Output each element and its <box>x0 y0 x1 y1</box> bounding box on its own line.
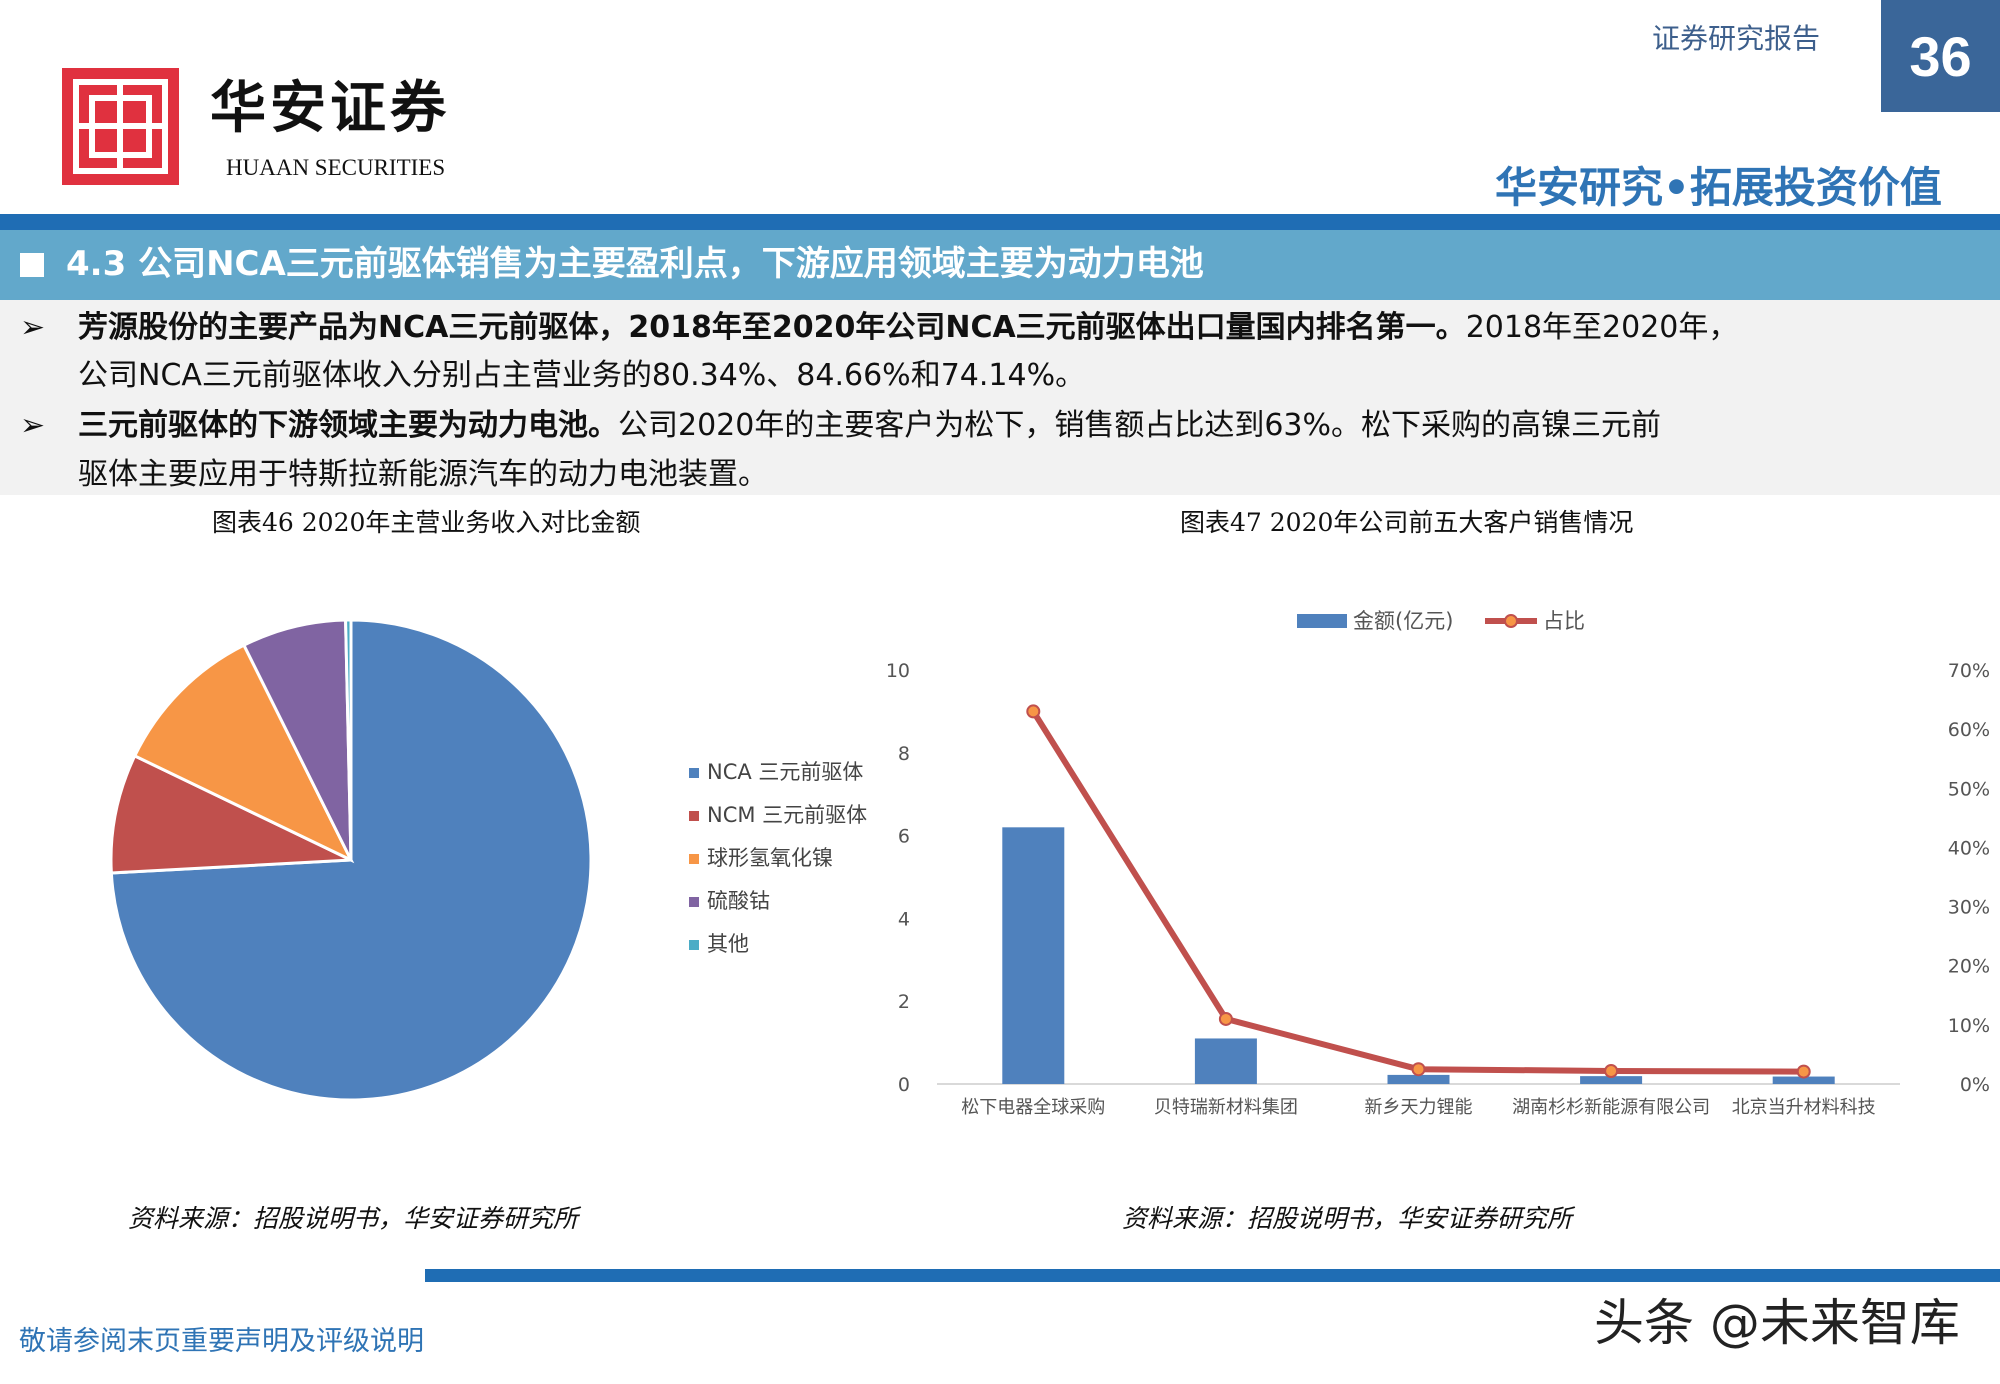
left-axis-tick: 10 <box>886 660 910 682</box>
left-axis-tick: 0 <box>898 1074 910 1096</box>
divider-bar <box>0 214 2000 230</box>
right-axis-tick: 60% <box>1948 719 1990 741</box>
category-label: 新乡天力锂能 <box>1365 1097 1473 1118</box>
legend-label: 其他 <box>707 932 749 956</box>
right-axis-tick: 10% <box>1948 1015 1990 1037</box>
legend-label: 占比 <box>1543 609 1585 633</box>
left-axis-tick: 8 <box>898 743 910 765</box>
bullet-2-line-1: 三元前驱体的下游领域主要为动力电池。公司2020年的主要客户为松下，销售额占比达… <box>78 408 1661 444</box>
bullet-1-line-2: 公司NCA三元前驱体收入分别占主营业务的80.34%、84.66%和74.14%… <box>78 358 1086 393</box>
summary-box: ➢ 芳源股份的主要产品为NCA三元前驱体，2018年至2020年公司NCA三元前… <box>0 300 2000 495</box>
report-type: 证券研究报告 <box>1652 22 1821 55</box>
legend-label: 金额(亿元) <box>1353 609 1453 633</box>
legend-label: 硫酸钴 <box>707 889 770 913</box>
pie-slice <box>132 643 355 864</box>
section-header: 4.3 公司NCA三元前驱体销售为主要盈利点，下游应用领域主要为动力电池 <box>0 230 2000 300</box>
pie-source: 资料来源：招股说明书，华安证券研究所 <box>128 1204 579 1233</box>
square-bullet-icon <box>20 253 44 277</box>
pie-slice <box>109 753 352 875</box>
legend-swatch <box>689 810 699 821</box>
category-label: 松下电器全球采购 <box>961 1097 1105 1118</box>
right-axis-tick: 20% <box>1948 956 1990 978</box>
bar <box>1002 827 1065 1084</box>
bullet-bold: 三元前驱体的下游领域主要为动力电池。 <box>78 408 618 443</box>
bar <box>1580 1076 1643 1084</box>
left-axis-tick: 6 <box>898 826 910 848</box>
logo-emblem <box>62 68 179 185</box>
legend-swatch <box>689 896 699 907</box>
bullet-text: 2018年至2020年， <box>1465 310 1739 345</box>
line-marker <box>1604 1063 1619 1078</box>
legend-swatch <box>689 939 699 950</box>
legend-label: NCA 三元前驱体 <box>707 760 864 784</box>
left-axis-tick: 4 <box>898 908 910 930</box>
disclaimer: 敬请参阅末页重要声明及评级说明 <box>19 1326 424 1357</box>
pie-chart-title: 图表46 2020年主营业务收入对比金额 <box>212 508 641 537</box>
page-number: 36 <box>1881 0 2000 112</box>
right-axis-tick: 70% <box>1948 660 1990 682</box>
category-label: 北京当升材料科技 <box>1732 1097 1876 1118</box>
section-title: 4.3 公司NCA三元前驱体销售为主要盈利点，下游应用领域主要为动力电池 <box>66 244 1204 285</box>
legend-swatch <box>689 767 699 778</box>
pie-legend-item: 球形氢氧化镍 <box>689 846 833 871</box>
footer-divider <box>425 1269 2000 1282</box>
left-axis-tick: 2 <box>898 991 910 1013</box>
legend-label: 球形氢氧化镍 <box>707 846 833 870</box>
bar <box>1387 1074 1450 1084</box>
category-label: 贝特瑞新材料集团 <box>1154 1097 1298 1118</box>
brand-name-en: HUAAN SECURITIES <box>226 155 446 180</box>
watermark: 头条 @未来智库 <box>1594 1294 1960 1352</box>
pie-legend-item: 硫酸钴 <box>689 889 770 914</box>
legend-marker <box>1504 614 1518 628</box>
pie-slice <box>344 618 353 861</box>
arrow-bullet-icon: ➢ <box>20 408 46 443</box>
category-label: 湖南杉杉新能源有限公司 <box>1512 1097 1710 1118</box>
right-axis-tick: 40% <box>1948 837 1990 859</box>
line-marker <box>1026 704 1041 719</box>
bar <box>1194 1038 1257 1084</box>
pie-chart <box>109 618 593 1102</box>
bar-chart-title: 图表47 2020年公司前五大客户销售情况 <box>1180 508 1634 537</box>
pie-legend-item: 其他 <box>689 932 749 957</box>
bullet-bold: 芳源股份的主要产品为NCA三元前驱体，2018年至2020年公司NCA三元前驱体… <box>78 310 1466 345</box>
brand-name-cn: 华安证券 <box>210 75 450 141</box>
pie-legend-item: NCA 三元前驱体 <box>689 760 863 785</box>
pie-legend-item: NCM 三元前驱体 <box>689 803 867 828</box>
combo-chart: 0 2 4 6 8 10 0% 10% 20% 30% 40% 50% 60% 70% 松下电器全球采购 贝特… <box>886 609 1990 1118</box>
legend-label: NCM 三元前驱体 <box>707 803 868 827</box>
series-line <box>1030 709 1804 1075</box>
legend-swatch <box>689 853 699 864</box>
bar-source: 资料来源：招股说明书，华安证券研究所 <box>1122 1204 1573 1233</box>
line-marker <box>1218 1011 1233 1026</box>
bar <box>1772 1076 1835 1084</box>
bullet-text: 公司2020年的主要客户为松下，销售额占比达到63%。松下采购的高镍三元前 <box>618 408 1662 443</box>
right-axis-tick: 50% <box>1948 778 1990 800</box>
legend-swatch-bar <box>1297 614 1347 628</box>
pie-slice <box>241 618 353 861</box>
arrow-bullet-icon: ➢ <box>20 310 46 345</box>
line-marker <box>1411 1062 1426 1077</box>
right-axis-tick: 0% <box>1960 1074 1990 1096</box>
line-marker <box>1796 1064 1811 1079</box>
slogan: 华安研究•拓展投资价值 <box>1495 163 1942 212</box>
bullet-2-line-2: 驱体主要应用于特斯拉新能源汽车的动力电池装置。 <box>78 457 768 492</box>
bullet-1-line-1: 芳源股份的主要产品为NCA三元前驱体，2018年至2020年公司NCA三元前驱体… <box>78 310 1738 346</box>
right-axis-tick: 30% <box>1948 897 1990 919</box>
